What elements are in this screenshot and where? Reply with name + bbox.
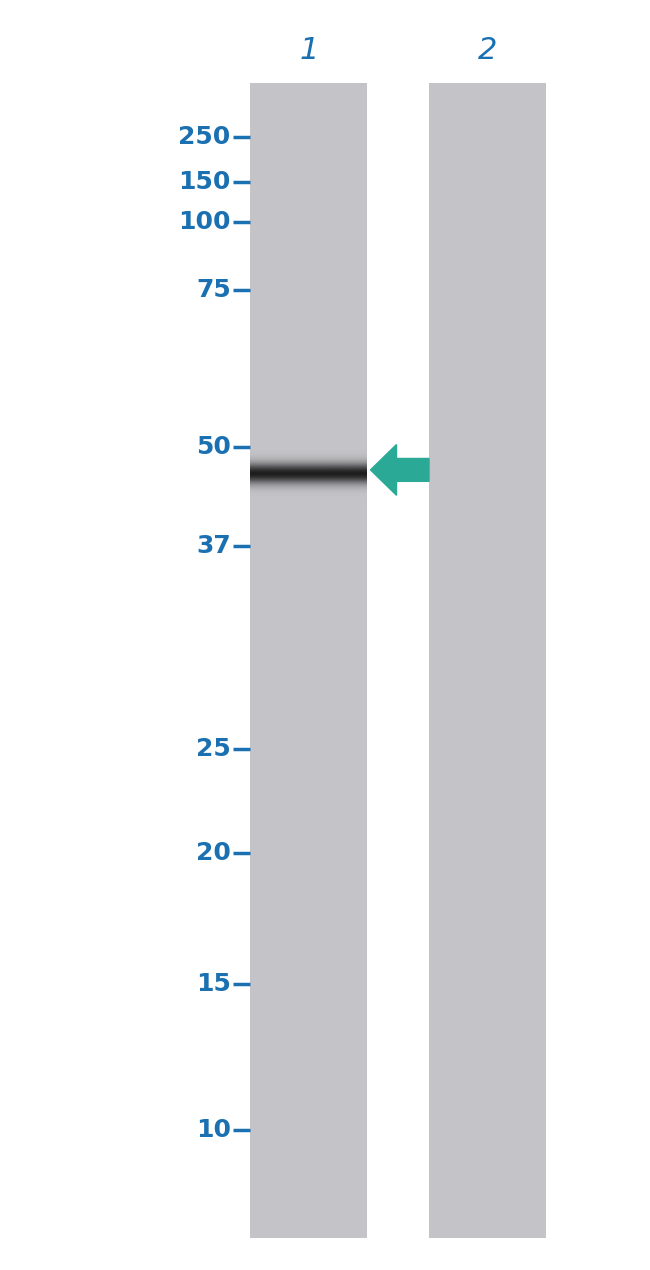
Text: 50: 50 [196,436,231,458]
Text: 20: 20 [196,842,231,865]
Text: 10: 10 [196,1119,231,1142]
Text: 37: 37 [196,535,231,558]
Text: 25: 25 [196,738,231,761]
Text: 250: 250 [179,126,231,149]
Text: 15: 15 [196,973,231,996]
FancyArrow shape [370,444,429,495]
Text: 75: 75 [196,278,231,301]
Bar [429,83,546,1238]
Text: 2: 2 [478,37,497,65]
Text: 150: 150 [178,170,231,193]
Text: 1: 1 [299,37,318,65]
Bar [250,83,367,1238]
Text: 100: 100 [178,211,231,234]
